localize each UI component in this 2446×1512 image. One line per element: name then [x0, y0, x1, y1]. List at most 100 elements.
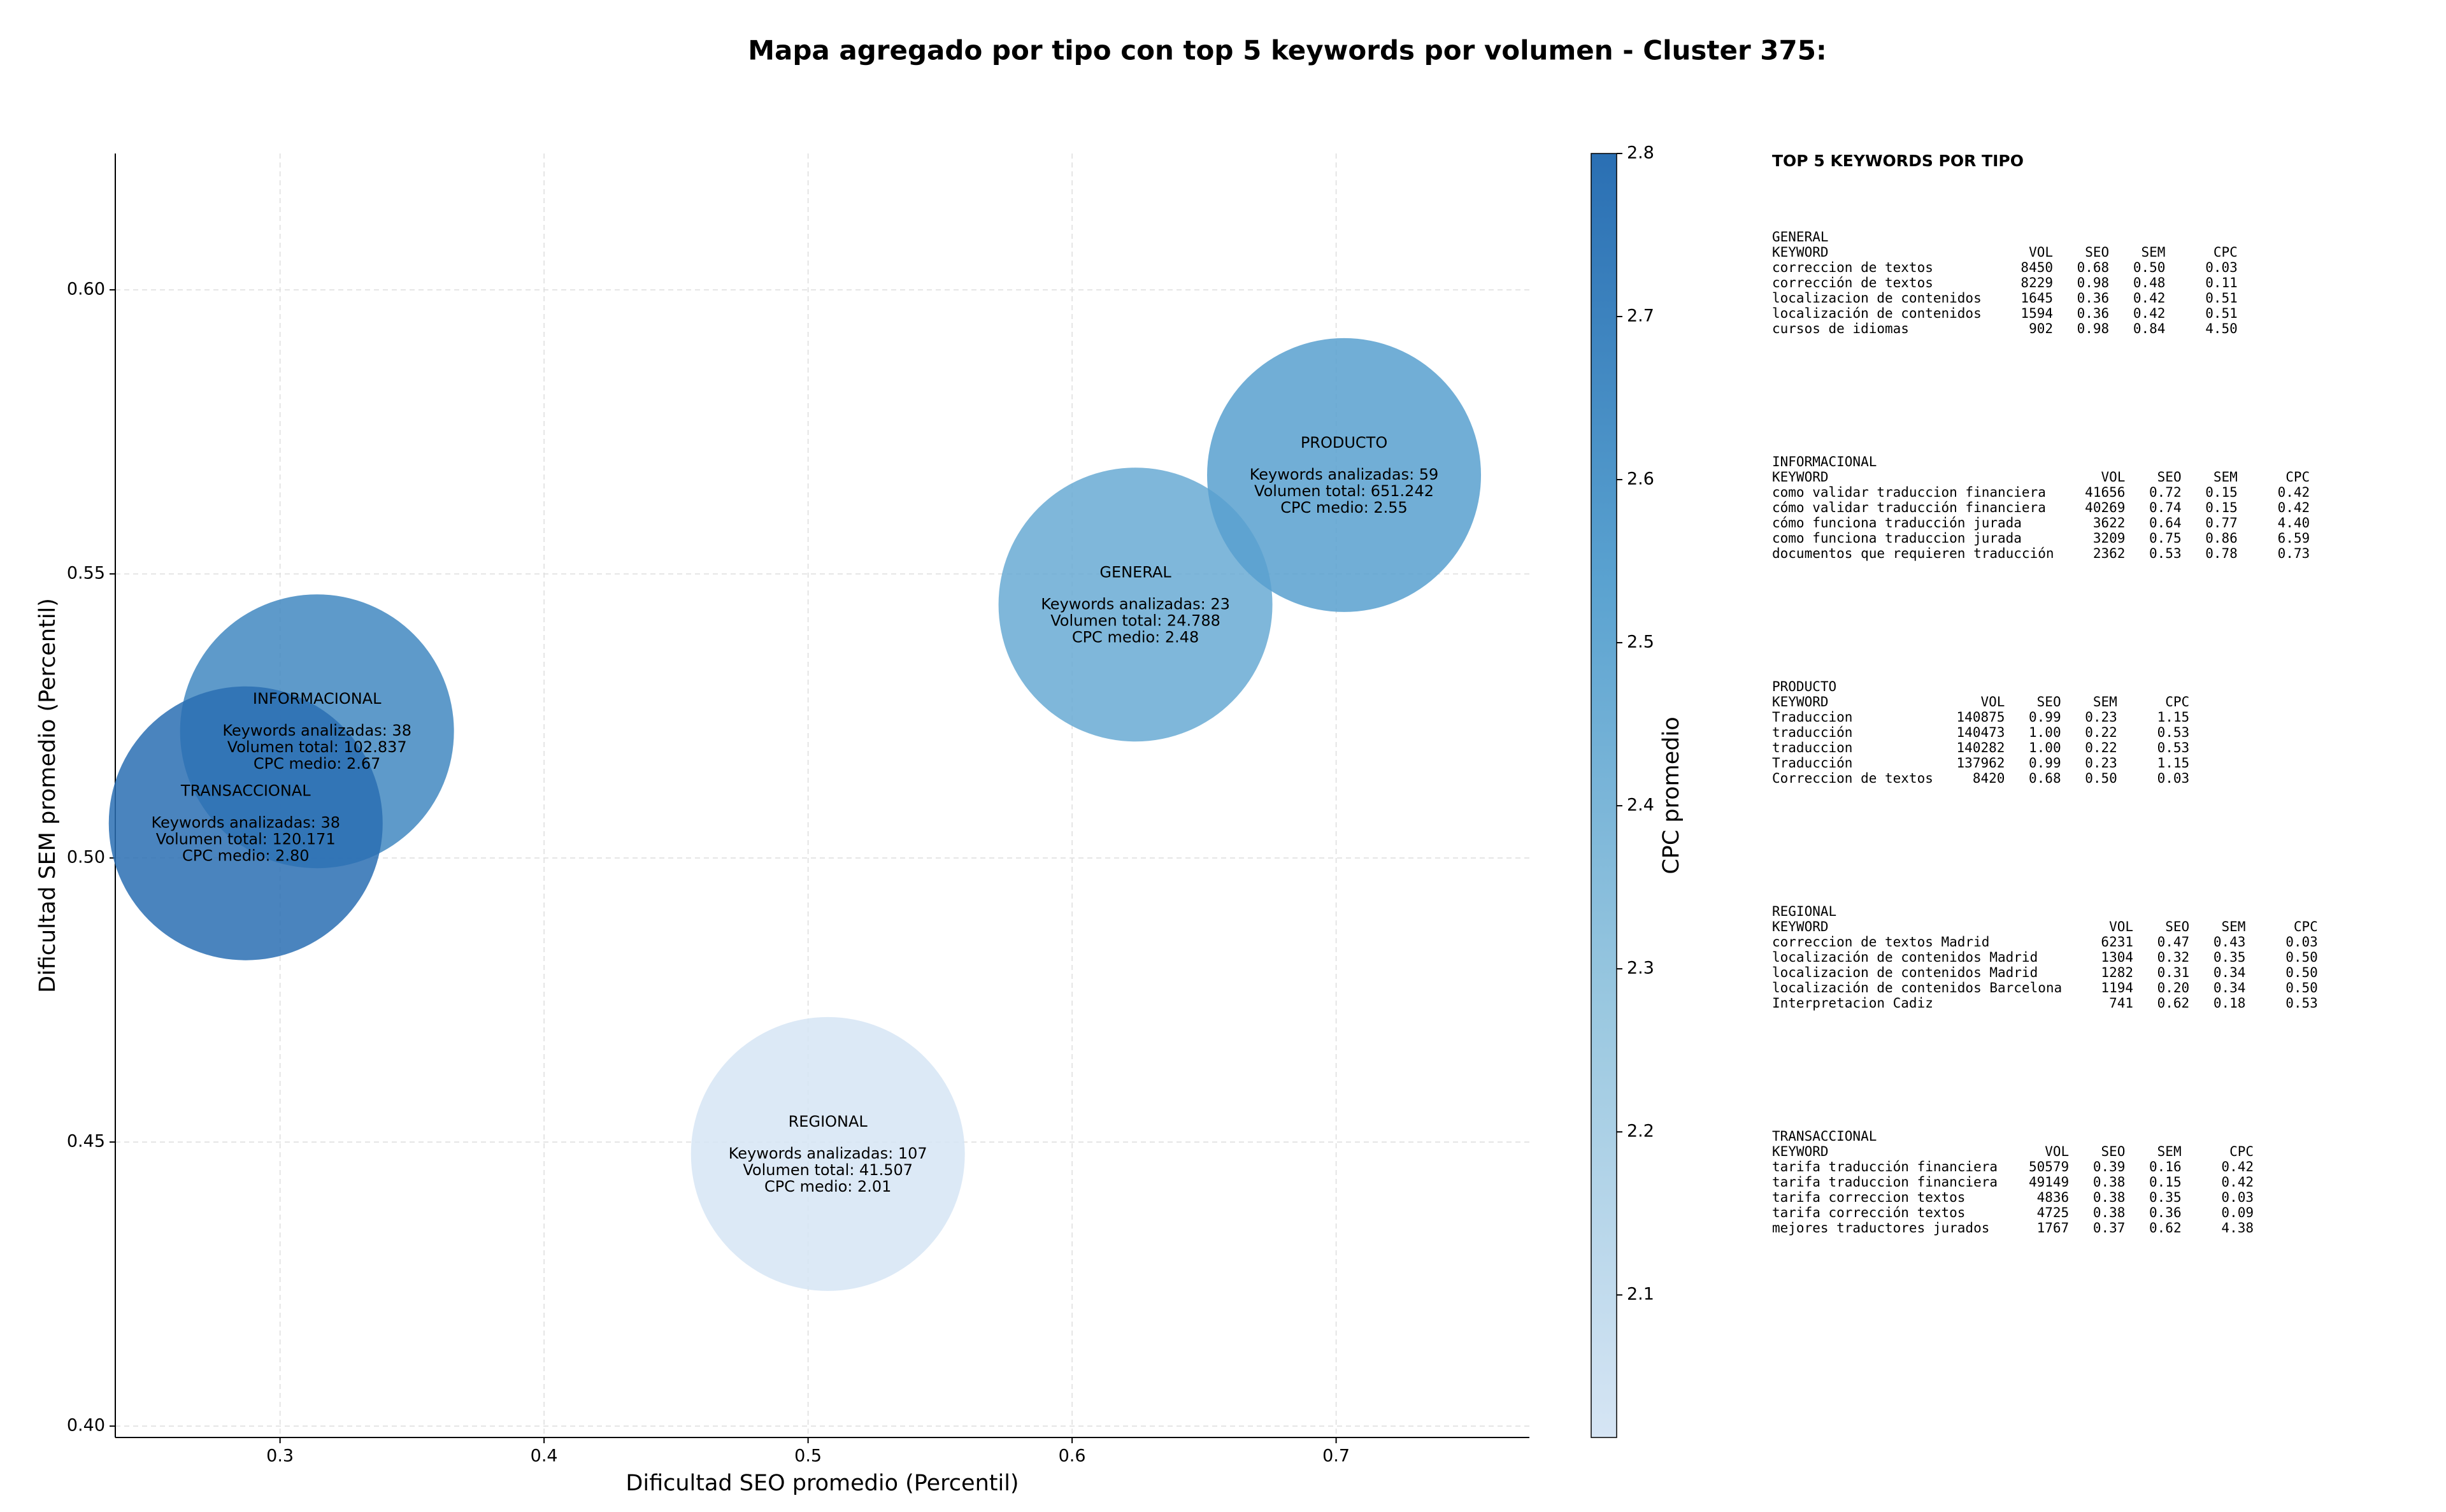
table-cell: 0.38	[2093, 1190, 2126, 1205]
table-cell: 3209	[2093, 531, 2126, 546]
chart-title: Mapa agregado por tipo con top 5 keyword…	[748, 35, 1827, 66]
table-cell: 0.98	[2077, 275, 2110, 290]
table-cell: 50579	[2029, 1159, 2069, 1174]
bubble-annotation: Keywords analizadas: 59	[1250, 466, 1439, 483]
colorbar-tick-label: 2.4	[1627, 795, 1654, 815]
table-cell: correccion de textos	[1772, 260, 1933, 275]
table-header: SEO	[2165, 919, 2189, 934]
table-cell: 0.15	[2149, 1174, 2182, 1190]
bubble-label: PRODUCTO	[1301, 434, 1387, 452]
bubble-annotation: Keywords analizadas: 38	[151, 814, 340, 832]
bubble-annotation: CPC medio: 2.67	[254, 755, 381, 773]
bubble-label: TRANSACCIONAL	[180, 782, 311, 800]
table-cell: 0.53	[2157, 740, 2190, 755]
table-cell: traduccion	[1772, 740, 1852, 755]
y-tick-label: 0.40	[67, 1416, 105, 1436]
table-cell: correccion de textos Madrid	[1772, 934, 1989, 950]
bubble	[108, 686, 383, 960]
bubble-annotation: Volumen total: 24.788	[1050, 611, 1220, 629]
y-tick-label: 0.55	[67, 564, 105, 583]
table-cell: 0.53	[2149, 546, 2182, 561]
table-cell: 0.16	[2149, 1159, 2182, 1174]
table-header: SEO	[2157, 469, 2182, 485]
table-cell: 0.86	[2205, 531, 2238, 546]
colorbar-tick-label: 2.7	[1627, 306, 1654, 326]
table-header: SEM	[2157, 1144, 2182, 1159]
colorbar-tick-label: 2.8	[1627, 143, 1654, 163]
table-cell: 0.68	[2029, 771, 2061, 786]
table-cell: 0.36	[2149, 1205, 2182, 1220]
table-cell: localizacion de contenidos	[1772, 290, 1982, 306]
y-tick-label: 0.45	[67, 1132, 105, 1152]
bubble-annotation: CPC medio: 2.01	[764, 1178, 892, 1195]
table-cell: 0.34	[2214, 965, 2246, 980]
table-cell: 0.23	[2085, 710, 2117, 725]
x-tick-label: 0.7	[1322, 1446, 1350, 1466]
table-cell: como validar traduccion financiera	[1772, 485, 2046, 500]
table-cell: 0.50	[2085, 771, 2117, 786]
bubble-annotation: CPC medio: 2.80	[182, 847, 310, 865]
table-cell: Interpretacion Cadiz	[1772, 995, 1933, 1011]
bubble	[1207, 338, 1482, 612]
table-cell: 0.50	[2285, 950, 2318, 965]
table-cell: 0.42	[2221, 1174, 2254, 1190]
table-cell: 0.50	[2285, 965, 2318, 980]
table-header: VOL	[2029, 245, 2053, 260]
table-cell: 8229	[2020, 275, 2053, 290]
table-cell: 0.77	[2205, 515, 2238, 531]
table-cell: 1.15	[2157, 710, 2190, 725]
colorbar-tick-label: 2.5	[1627, 632, 1654, 652]
table-cell: tarifa corrección textos	[1772, 1205, 1965, 1220]
table-cell: 0.53	[2285, 995, 2318, 1011]
table-cell: localizacion de contenidos Madrid	[1772, 965, 2038, 980]
x-tick-label: 0.3	[266, 1446, 294, 1466]
table-cell: 137962	[1957, 755, 2005, 771]
table-cell: 1.00	[2029, 725, 2061, 740]
table-cell: 0.36	[2077, 290, 2110, 306]
table-header: CPC	[2294, 919, 2318, 934]
table-cell: 0.03	[2157, 771, 2190, 786]
table-cell: 1594	[2020, 306, 2053, 321]
table-cell: 0.84	[2133, 321, 2166, 336]
table-cell: 0.15	[2205, 500, 2238, 515]
bubble-label: GENERAL	[1099, 563, 1171, 581]
table-cell: Traduccion	[1772, 710, 1852, 725]
table-cell: 0.35	[2149, 1190, 2182, 1205]
table-cell: localización de contenidos	[1772, 306, 1982, 321]
table-cell: 741	[2109, 995, 2133, 1011]
table-cell: 0.75	[2149, 531, 2182, 546]
table-cell: 3622	[2093, 515, 2126, 531]
table-header: CPC	[2229, 1144, 2254, 1159]
x-tick-label: 0.4	[531, 1446, 558, 1466]
table-cell: 0.64	[2149, 515, 2182, 531]
table-cell: 0.99	[2029, 755, 2061, 771]
table-cell: 2362	[2093, 546, 2126, 561]
table-header: VOL	[2045, 1144, 2069, 1159]
colorbar	[1591, 153, 1617, 1438]
table-cell: 0.22	[2085, 740, 2117, 755]
table-name: REGIONAL	[1772, 904, 1836, 919]
bubble-annotation: Volumen total: 102.837	[227, 738, 407, 756]
table-cell: 0.50	[2133, 260, 2166, 275]
table-name: PRODUCTO	[1772, 679, 1836, 694]
table-name: GENERAL	[1772, 229, 1829, 245]
table-cell: 0.39	[2093, 1159, 2126, 1174]
table-cell: 0.09	[2221, 1205, 2254, 1220]
table-cell: 8450	[2020, 260, 2053, 275]
table-cell: 0.68	[2077, 260, 2110, 275]
table-cell: 4725	[2037, 1205, 2070, 1220]
table-header: VOL	[2109, 919, 2133, 934]
table-header: KEYWORD	[1772, 694, 1829, 710]
table-cell: tarifa correccion textos	[1772, 1190, 1965, 1205]
table-cell: 0.72	[2149, 485, 2182, 500]
table-header: CPC	[2285, 469, 2310, 485]
table-header: CPC	[2214, 245, 2238, 260]
table-cell: 8420	[1973, 771, 2005, 786]
table-cell: 0.20	[2157, 980, 2190, 995]
table-cell: 0.53	[2157, 725, 2190, 740]
table-cell: 140875	[1957, 710, 2005, 725]
table-cell: 140473	[1957, 725, 2005, 740]
table-cell: 0.03	[2221, 1190, 2254, 1205]
bubble-annotation: CPC medio: 2.48	[1072, 628, 1199, 646]
table-cell: 0.35	[2214, 950, 2246, 965]
